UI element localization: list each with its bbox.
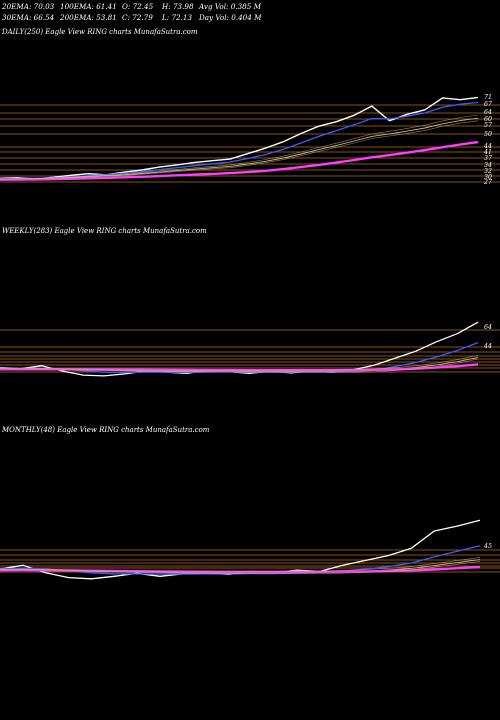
- ema-bundle-line-0-1: [0, 114, 479, 180]
- ema-bundle-line-0-0: [0, 120, 479, 180]
- ema100-readout: 100EMA: 61.41: [60, 2, 117, 11]
- ema30-readout: 30EMA: 66.54: [2, 13, 55, 22]
- ema-bundle-line-1-0: [0, 358, 479, 373]
- price-label-0-4: 57: [484, 122, 492, 129]
- price-label-0-7: 41: [483, 149, 492, 156]
- close-readout: C: 72.79: [122, 13, 153, 22]
- ema200-readout: 200EMA: 53.81: [60, 13, 117, 22]
- monthly-panel-title: MONTHLY(48) Eagle View RING charts Munaf…: [2, 426, 210, 434]
- price-label-1-1: 44: [483, 343, 492, 350]
- price-label-1-0: 64: [484, 324, 492, 331]
- weekly-panel-title: WEEKLY(283) Eagle View RING charts Munaf…: [2, 227, 207, 235]
- high-readout: H: 73.98: [162, 2, 194, 11]
- price-label-0-10: 32: [484, 168, 492, 175]
- price-label-0-2: 64: [484, 109, 492, 116]
- daily-panel-title: DAILY(250) Eagle View RING charts Munafa…: [2, 28, 198, 36]
- avg-vol-readout: Avg Vol: 0.385 M: [199, 2, 261, 11]
- price-label-2-0: 45: [483, 543, 492, 550]
- ema-line-0-2: [0, 117, 479, 180]
- price-label-0-8: 37: [484, 155, 492, 162]
- day-vol-readout: Day Vol: 0.404 M: [199, 13, 262, 22]
- price-label-0-12: 27: [483, 179, 492, 186]
- ema-line-0-3: [0, 140, 479, 181]
- ema-bundle-line-2-1: [0, 557, 481, 573]
- price-label-0-0: 71: [484, 94, 492, 101]
- low-readout: L: 72.13: [162, 13, 193, 22]
- price-label-0-5: 50: [484, 131, 492, 138]
- price-label-0-9: 34: [484, 162, 492, 169]
- open-readout: O: 72.45: [122, 2, 154, 11]
- ema20-readout: 20EMA: 70.03: [2, 2, 55, 11]
- price-label-0-6: 44: [483, 143, 492, 150]
- price-label-0-11: 30: [484, 174, 492, 181]
- price-label-0-1: 67: [484, 101, 492, 108]
- price-label-0-3: 60: [484, 116, 492, 123]
- ema-bundle-line-1-1: [0, 355, 479, 371]
- ema-bundle-line-2-0: [0, 561, 481, 575]
